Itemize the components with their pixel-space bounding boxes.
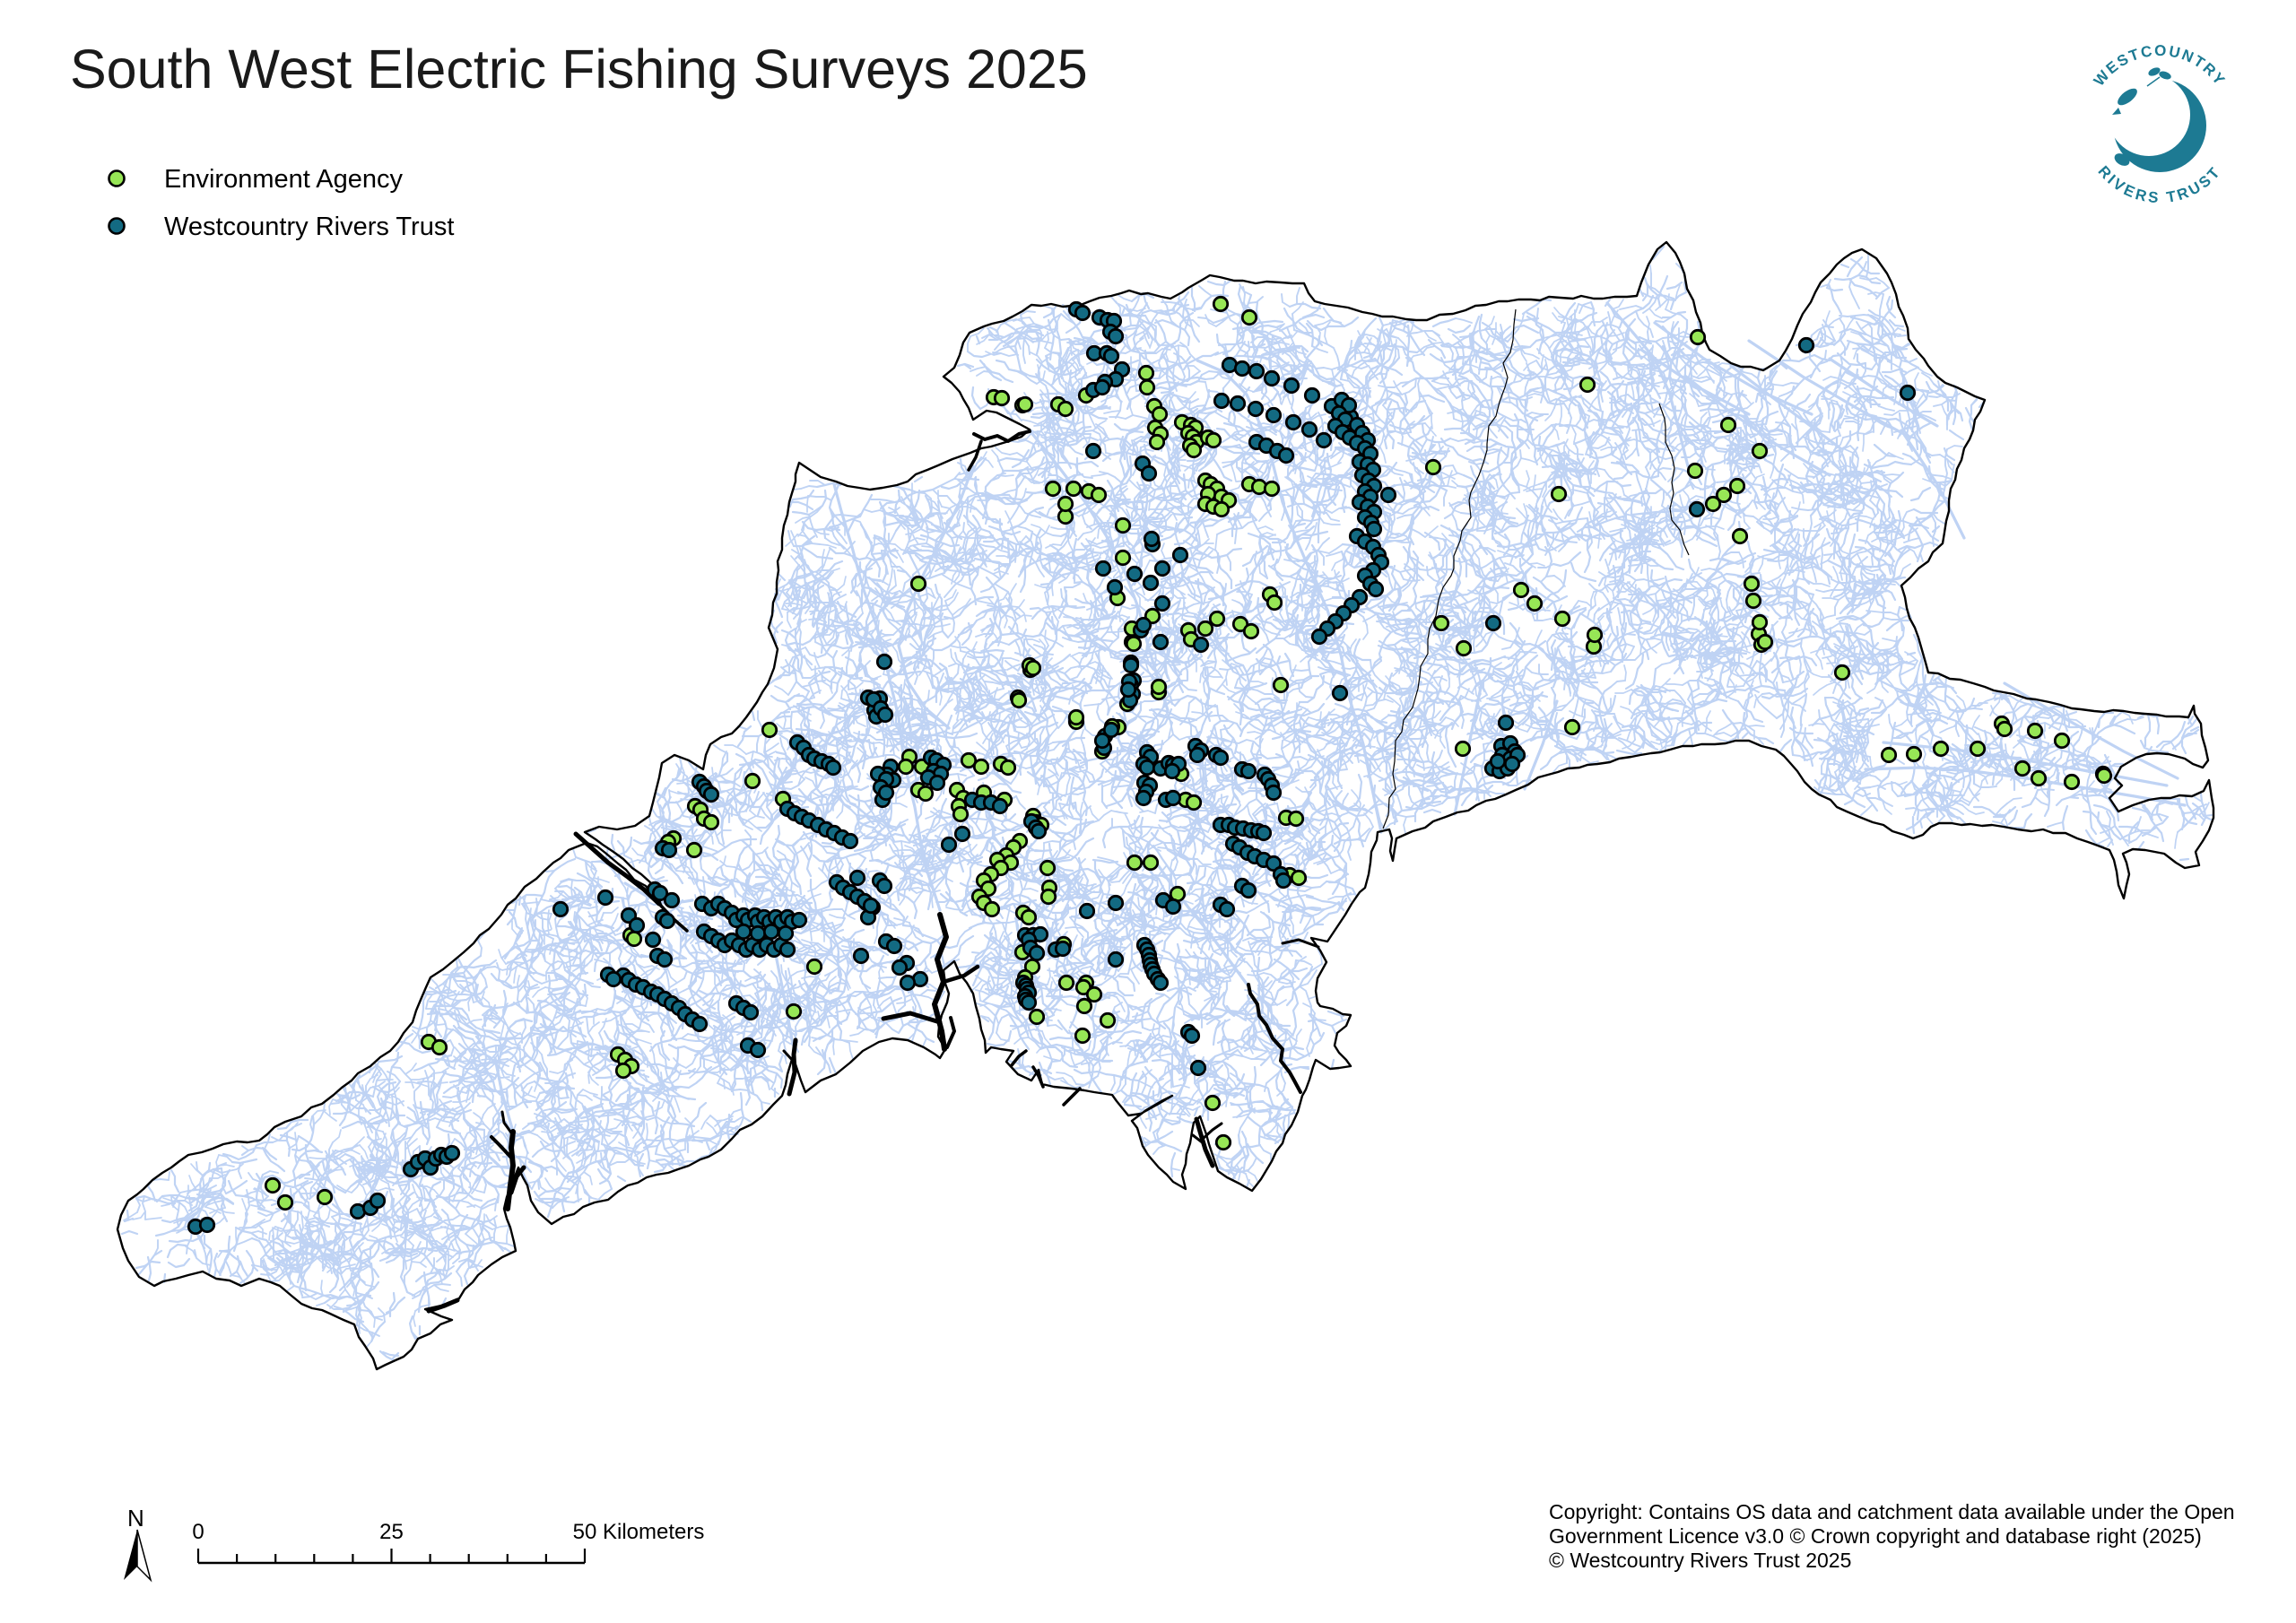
svg-text:0: 0 [192, 1520, 204, 1544]
svg-text:N: N [127, 1505, 144, 1532]
svg-text:50: 50 [573, 1520, 597, 1544]
svg-text:Environment Agency: Environment Agency [164, 165, 403, 194]
svg-text:Copyright: Contains OS data an: Copyright: Contains OS data and catchmen… [1549, 1500, 2235, 1523]
svg-text:South West Electric Fishing Su: South West Electric Fishing Surveys 2025 [70, 39, 1088, 100]
svg-text:Westcountry Rivers Trust: Westcountry Rivers Trust [164, 213, 454, 241]
svg-text:© Westcountry Rivers Trust 202: © Westcountry Rivers Trust 2025 [1549, 1549, 1851, 1572]
svg-text:25: 25 [379, 1520, 404, 1544]
svg-text:Kilometers: Kilometers [603, 1520, 704, 1544]
svg-text:Government Licence v3.0 © Crow: Government Licence v3.0 © Crown copyrigh… [1549, 1524, 2202, 1548]
